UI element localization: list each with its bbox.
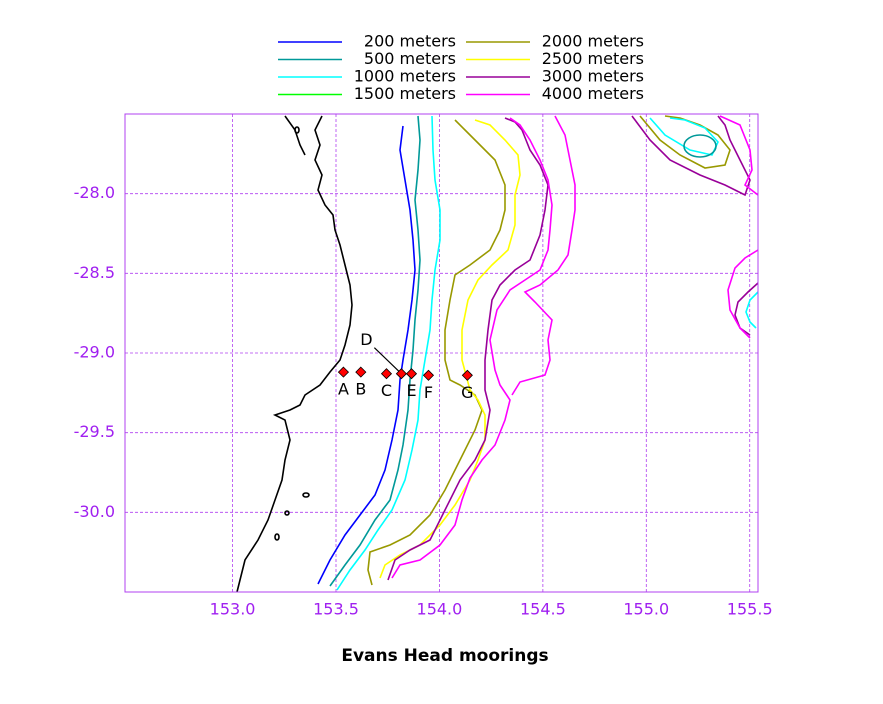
y-tick-label: -29.5 <box>74 422 115 441</box>
y-tick-label: -28.0 <box>74 183 115 202</box>
x-tick-label: 155.0 <box>623 600 669 619</box>
contour-line <box>727 249 759 339</box>
mooring-label: G <box>461 383 473 402</box>
island <box>284 510 290 516</box>
legend-label: 500 meters <box>364 49 456 68</box>
contour-line <box>317 125 416 585</box>
mooring-label: E <box>406 381 416 400</box>
map-title: Evans Head moorings <box>341 646 548 666</box>
plot-frame <box>124 113 759 593</box>
x-tick-label: 155.5 <box>727 600 773 619</box>
y-tick-label: -29.0 <box>74 343 115 362</box>
contour-line <box>511 115 576 396</box>
legend-label: 200 meters <box>364 32 456 51</box>
contours <box>236 115 759 593</box>
x-tick-label: 154.0 <box>417 600 463 619</box>
moorings: A B C D E F G <box>337 330 474 402</box>
mooring-marker <box>405 368 418 380</box>
x-tick-label: 154.5 <box>520 600 566 619</box>
y-tick-label: -28.5 <box>74 263 115 282</box>
mooring-marker <box>461 369 473 381</box>
y-tick-label: -30.0 <box>74 502 115 521</box>
legend-label: 4000 meters <box>542 84 644 103</box>
coastline <box>236 115 353 593</box>
contour-line <box>683 134 717 158</box>
island <box>302 492 310 498</box>
mooring-label: F <box>424 383 433 402</box>
legend-label: 1000 meters <box>354 67 456 86</box>
mooring-marker <box>395 368 407 380</box>
mooring-label: D <box>360 330 372 349</box>
contour-line <box>329 115 421 587</box>
contour-line <box>745 291 759 329</box>
contour-line <box>379 119 521 579</box>
mooring-label: C <box>381 381 392 400</box>
x-tick-label: 153.0 <box>210 600 256 619</box>
x-tick-label: 153.5 <box>313 600 359 619</box>
legend-label: 2000 meters <box>542 32 644 51</box>
island <box>274 533 280 541</box>
coastline <box>284 115 306 156</box>
contour-line <box>367 119 506 586</box>
mooring-marker <box>355 366 367 378</box>
legend-label: 3000 meters <box>542 67 644 86</box>
legend-label: 2500 meters <box>542 49 644 68</box>
contour-line <box>631 115 751 197</box>
mooring-label: A <box>338 380 349 399</box>
contour-line <box>336 115 441 591</box>
mooring-marker <box>380 368 393 380</box>
contour-line <box>391 117 553 579</box>
mooring-label: B <box>355 380 366 399</box>
island <box>294 126 300 134</box>
grid <box>125 114 758 592</box>
contour-line <box>387 117 549 581</box>
contour-line <box>719 115 759 196</box>
mooring-marker <box>422 369 435 381</box>
tick-labels: 153.0 153.5 154.0 154.5 155.0 155.5 -28.0 -28.5… <box>74 183 773 618</box>
mooring-marker <box>337 366 350 378</box>
legend-label: 1500 meters <box>354 84 456 103</box>
leader-line <box>373 347 402 375</box>
